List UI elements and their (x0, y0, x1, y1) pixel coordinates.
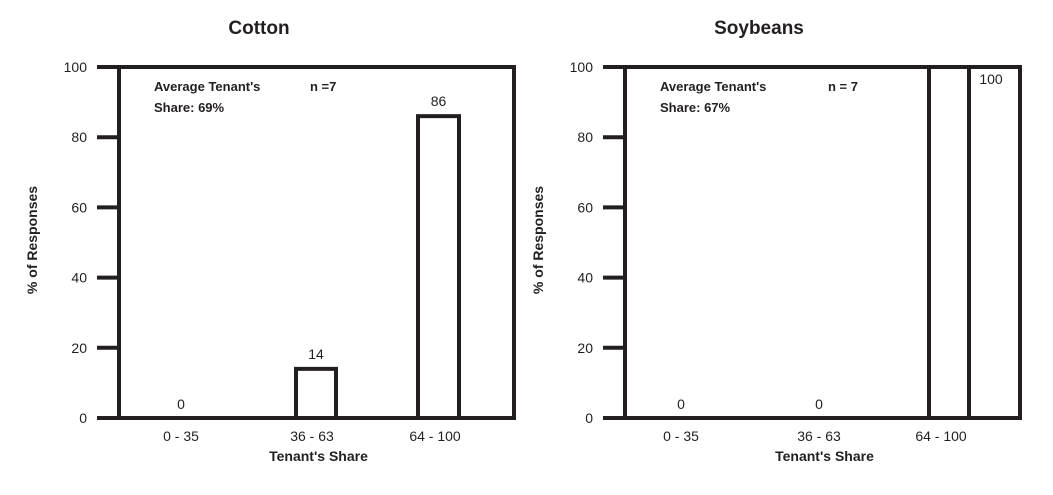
y-tick-label: 60 (71, 199, 87, 215)
y-tick-label: 40 (71, 270, 87, 286)
x-axis-label: Tenant's Share (269, 448, 368, 464)
y-tick-label: 0 (585, 410, 593, 426)
y-axis-label: % of Responses (24, 186, 40, 294)
chart-cotton: Cotton 0 20 40 60 80 100 0 - 35 0 36 - 63 14 64 - 1… (24, 18, 516, 464)
annotation-average-line2: Share: 69% (154, 100, 225, 115)
data-label: 0 (815, 396, 823, 412)
plot-frame (623, 65, 1022, 420)
bar (294, 366, 338, 420)
x-tick-label: 0 - 35 (663, 428, 699, 444)
annotation-average-line2: Share: 67% (660, 100, 731, 115)
bar (416, 114, 461, 420)
data-label: 0 (177, 396, 185, 412)
bar (927, 65, 971, 420)
chart-soybeans: Soybeans 0 20 40 60 80 100 0 - 35 0 36 - 63 0 64 - … (530, 18, 1022, 464)
chart-title: Soybeans (714, 18, 804, 39)
sample-size-label: n = 7 (828, 79, 858, 94)
annotation-average-line1: Average Tenant's (660, 79, 766, 94)
y-tick-label: 100 (570, 59, 594, 75)
y-tick-label: 80 (577, 129, 593, 145)
data-label: 86 (431, 93, 447, 109)
data-label: 100 (979, 71, 1003, 87)
y-tick-label: 20 (71, 340, 87, 356)
chart-title: Cotton (228, 18, 289, 39)
y-tick-label: 60 (577, 199, 593, 215)
x-tick-label: 36 - 63 (290, 428, 334, 444)
y-tick-label: 100 (64, 59, 88, 75)
x-tick-label: 36 - 63 (797, 428, 841, 444)
data-label: 14 (308, 346, 324, 362)
y-tick-label: 80 (71, 129, 87, 145)
annotation-average-line1: Average Tenant's (154, 79, 260, 94)
x-axis-label: Tenant's Share (775, 448, 874, 464)
y-axis-label: % of Responses (530, 186, 546, 294)
data-label: 0 (677, 396, 685, 412)
x-tick-label: 0 - 35 (163, 428, 199, 444)
y-tick-label: 0 (79, 410, 87, 426)
sample-size-label: n =7 (310, 79, 336, 94)
y-tick-label: 20 (577, 340, 593, 356)
y-tick-label: 40 (577, 270, 593, 286)
x-tick-label: 64 - 100 (915, 428, 967, 444)
x-tick-label: 64 - 100 (409, 428, 461, 444)
